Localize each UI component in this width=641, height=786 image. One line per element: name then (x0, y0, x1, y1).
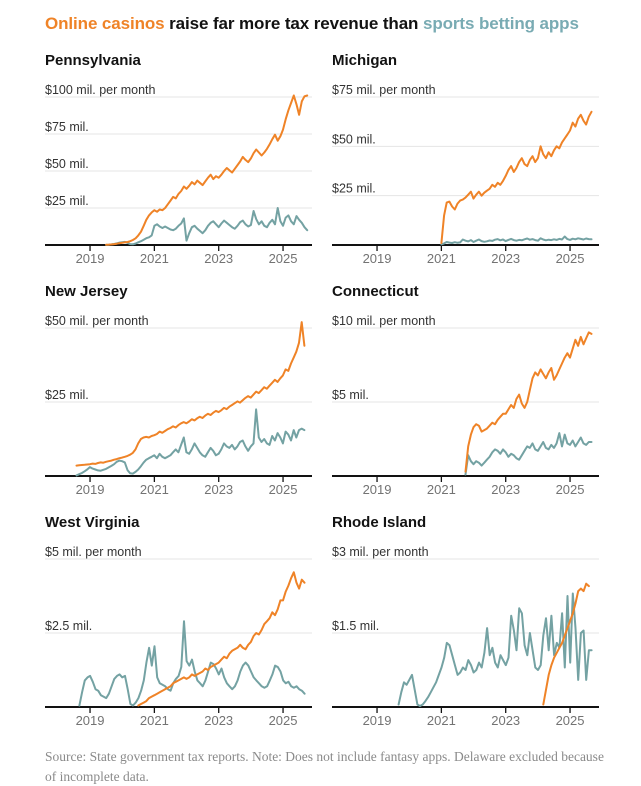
online-casino-line (542, 582, 590, 706)
line-chart: $75 mil. per month $50 mil. $25 mil. 2019 20… (332, 83, 599, 266)
x-tick-label: 2019 (363, 251, 392, 266)
panel-title: Connecticut (332, 283, 419, 300)
line-chart: $10 mil. per month $5 mil. 2019 2021 2023 202… (332, 314, 599, 497)
line-chart: $5 mil. per month $2.5 mil. 2019 2021 2023 20… (45, 545, 312, 728)
x-tick-label: 2019 (363, 482, 392, 497)
panel-title: West Virginia (45, 514, 140, 531)
y-axis-label: $5 mil. per month (45, 545, 142, 559)
panel-connecticut: Connecticut $10 mil. per month $5 mil. 201… (332, 283, 599, 499)
x-tick-label: 2021 (140, 713, 169, 728)
x-tick-label: 2023 (491, 713, 520, 728)
x-tick-label: 2023 (491, 251, 520, 266)
y-axis-label: $50 mil. (332, 132, 376, 146)
sports-betting-line (105, 207, 309, 246)
x-tick-label: 2023 (204, 713, 233, 728)
x-tick-label: 2021 (140, 251, 169, 266)
y-axis-label: $1.5 mil. (332, 619, 379, 633)
title-online-casinos: Online casinos (45, 14, 165, 33)
x-tick-label: 2019 (76, 713, 105, 728)
panel-new-jersey: New Jersey $50 mil. per month $25 mil. 201… (45, 283, 312, 499)
line-chart: $50 mil. per month $25 mil. 2019 2021 2023 20… (45, 314, 312, 497)
panel-michigan: Michigan $75 mil. per month $50 mil. $25 m… (332, 52, 599, 268)
online-casino-line (464, 331, 593, 473)
x-tick-label: 2025 (269, 251, 298, 266)
online-casino-line (105, 94, 309, 246)
y-axis-label: $25 mil. (332, 182, 376, 196)
x-tick-label: 2025 (556, 713, 585, 728)
charts-grid: Pennsylvania $100 mil. per month $75 mil.… (45, 52, 599, 730)
panel-pennsylvania: Pennsylvania $100 mil. per month $75 mil.… (45, 52, 312, 268)
online-casino-line (137, 571, 306, 707)
line-chart: $3 mil. per month $1.5 mil. 2019 2021 2023 20… (332, 545, 599, 728)
y-axis-label: $3 mil. per month (332, 545, 429, 559)
source-note: Source: State government tax reports. No… (45, 749, 604, 784)
y-axis-label: $50 mil. (45, 157, 89, 171)
panel-west-virginia: West Virginia $5 mil. per month $2.5 mil.… (45, 514, 312, 730)
line-chart: $100 mil. per month $75 mil. $50 mil. $25 m… (45, 83, 312, 266)
x-tick-label: 2025 (269, 482, 298, 497)
panel-title: Pennsylvania (45, 52, 141, 69)
panel-title: New Jersey (45, 283, 128, 300)
y-axis-label: $5 mil. (332, 388, 369, 402)
sports-betting-line (397, 592, 593, 707)
sports-betting-line (464, 432, 593, 476)
x-tick-label: 2021 (427, 713, 456, 728)
x-tick-label: 2023 (491, 482, 520, 497)
y-axis-label: $50 mil. per month (45, 314, 149, 328)
x-tick-label: 2023 (204, 482, 233, 497)
y-axis-label: $25 mil. (45, 194, 89, 208)
y-axis-label: $75 mil. (45, 120, 89, 134)
panel-rhode-island: Rhode Island $3 mil. per month $1.5 mil. 2… (332, 514, 599, 730)
x-tick-label: 2025 (556, 251, 585, 266)
y-axis-label: $25 mil. (45, 388, 89, 402)
x-tick-label: 2019 (76, 482, 105, 497)
title-middle: raise far more tax revenue than (164, 14, 423, 33)
x-tick-label: 2023 (204, 251, 233, 266)
x-tick-label: 2025 (269, 713, 298, 728)
x-tick-label: 2025 (556, 482, 585, 497)
x-tick-label: 2021 (427, 482, 456, 497)
sports-betting-line (75, 408, 306, 477)
x-tick-label: 2019 (363, 713, 392, 728)
x-tick-label: 2019 (76, 251, 105, 266)
online-casino-line (440, 110, 593, 244)
x-tick-label: 2021 (140, 482, 169, 497)
y-axis-label: $100 mil. per month (45, 83, 156, 97)
chart-title: Online casinos raise far more tax revenu… (45, 14, 599, 34)
online-casino-line (75, 321, 306, 467)
panel-title: Michigan (332, 52, 398, 69)
y-axis-label: $2.5 mil. (45, 619, 92, 633)
title-sports-betting: sports betting apps (422, 14, 579, 33)
y-axis-label: $10 mil. per month (332, 314, 436, 328)
panel-title: Rhode Island (332, 514, 427, 531)
y-axis-label: $75 mil. per month (332, 83, 436, 97)
x-tick-label: 2021 (427, 251, 456, 266)
sports-betting-line (440, 235, 593, 246)
sports-betting-line (78, 620, 306, 707)
